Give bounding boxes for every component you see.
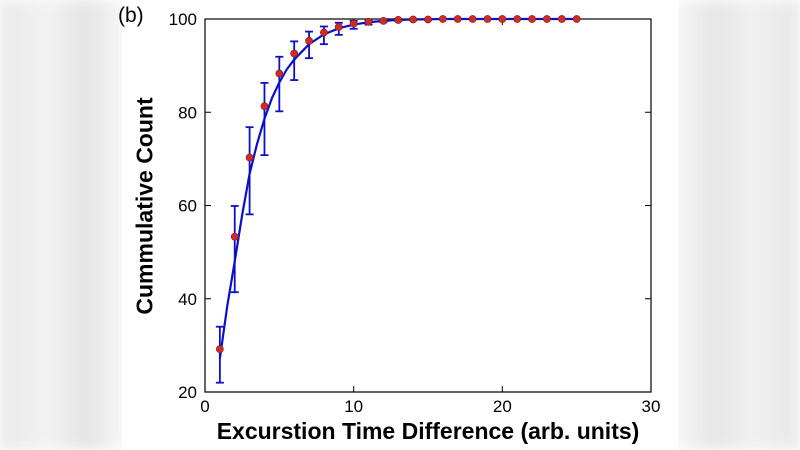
data-point (498, 15, 507, 23)
y-tick-label: 100 (169, 10, 197, 29)
data-point (543, 15, 551, 23)
data-point (394, 16, 403, 24)
y-tick-label: 60 (178, 197, 197, 216)
data-point (513, 15, 522, 23)
data-point (528, 15, 536, 23)
markers-layer (215, 15, 581, 354)
data-point (215, 345, 224, 354)
data-point (305, 37, 313, 45)
x-tick-label: 10 (344, 397, 363, 416)
data-point (230, 232, 239, 241)
data-point (275, 69, 284, 78)
data-point (320, 28, 328, 37)
data-point (409, 15, 418, 24)
y-tick-label: 80 (178, 103, 197, 122)
data-point (334, 23, 343, 31)
x-axis-title: Excurstion Time Difference (arb. units) (216, 418, 640, 444)
data-point (557, 15, 566, 23)
data-point (349, 19, 358, 28)
errorbars-layer (215, 18, 432, 384)
data-point (290, 49, 299, 58)
fit-curve (218, 17, 577, 359)
data-point (483, 15, 492, 23)
data-point (379, 16, 388, 25)
panel-label: (b) (118, 4, 144, 27)
blurred-background-right (678, 0, 800, 450)
blurred-background-left (0, 0, 122, 450)
data-point (424, 15, 432, 24)
figure-panel (122, 0, 678, 450)
fit-curve-layer (218, 17, 577, 359)
y-tick-label: 40 (178, 290, 197, 309)
data-point (438, 15, 447, 23)
data-point (468, 15, 477, 23)
x-tick-label: 20 (493, 397, 512, 416)
data-point (572, 15, 581, 23)
data-point (453, 15, 462, 23)
data-point (245, 153, 254, 162)
x-tick-label: 30 (642, 397, 661, 416)
x-tick-label: 0 (200, 397, 209, 416)
y-tick-label: 20 (178, 383, 197, 402)
data-point (260, 102, 269, 111)
y-axis-title: Cummulative Count (131, 97, 158, 315)
plot-frame (204, 18, 652, 393)
data-point (364, 17, 373, 26)
